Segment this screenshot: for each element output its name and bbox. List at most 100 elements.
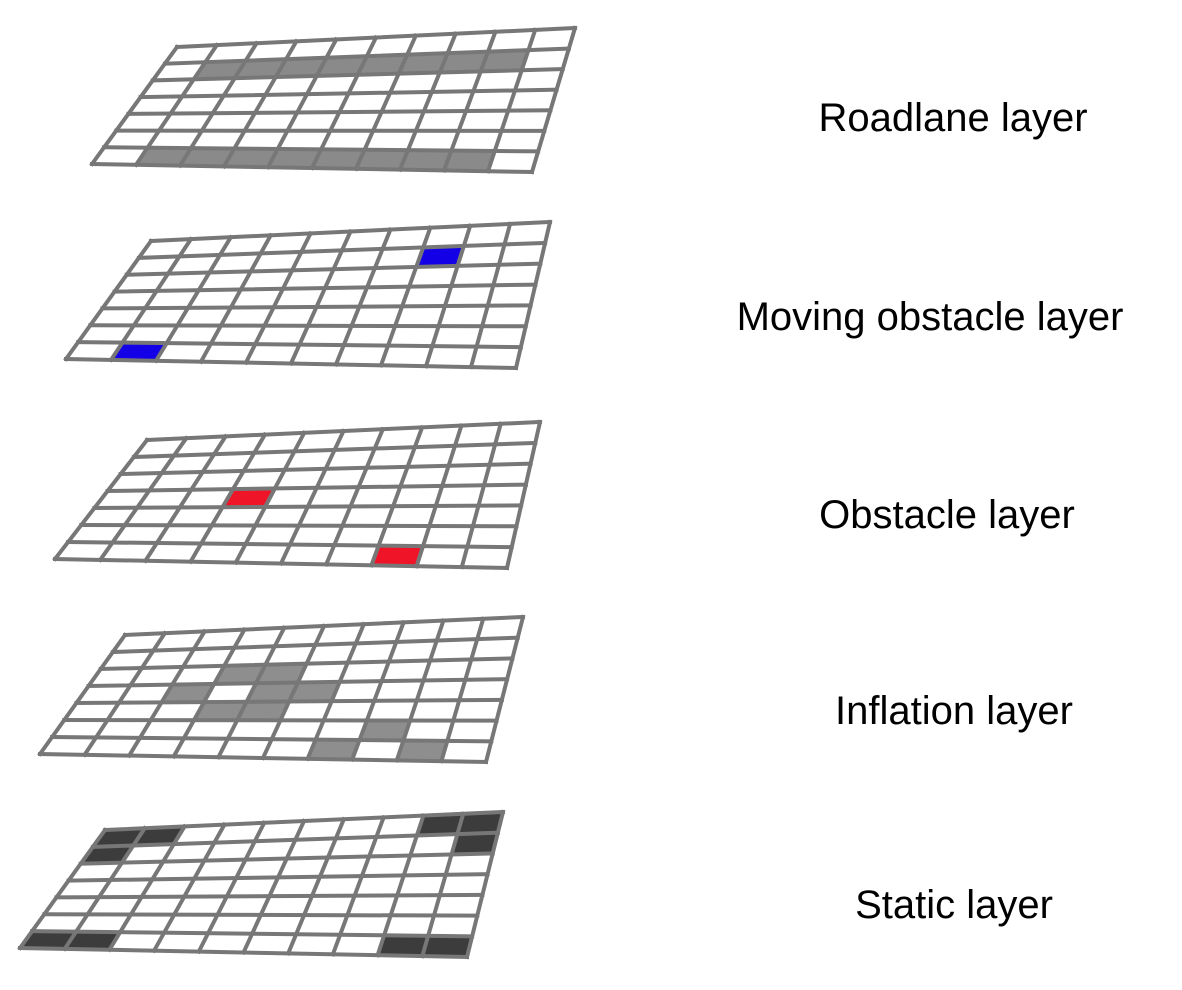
grid-column-line <box>278 428 347 567</box>
obstacle-filled-cell <box>222 488 275 508</box>
static-filled-cell <box>451 832 498 855</box>
inflation-grid <box>37 614 526 765</box>
grid-column-line <box>483 614 526 765</box>
roadlane-filled-cell <box>400 150 452 171</box>
static-filled-cell <box>133 826 185 846</box>
inflation-filled-cell <box>161 683 215 703</box>
obstacle-filled-cell <box>371 545 423 567</box>
grid-column-line <box>233 430 307 566</box>
grid-column-line <box>504 419 543 571</box>
grid-column-line <box>106 823 188 953</box>
roadlane-filled-cell <box>312 149 365 169</box>
roadlane-filled-cell <box>480 50 529 72</box>
grid-column-line <box>353 32 419 172</box>
grid-column-line <box>198 232 274 365</box>
grid-column-line <box>215 625 287 760</box>
grid-column-line <box>397 31 459 173</box>
grid-column-line <box>468 221 513 370</box>
inflation-filled-cell <box>194 701 247 721</box>
grid-column-line <box>419 811 466 959</box>
grid-column-line <box>513 219 553 371</box>
grid-column-line <box>464 809 506 960</box>
grid-column-line <box>81 630 168 758</box>
grid-column-line <box>89 44 180 167</box>
grid-column-line <box>108 236 194 363</box>
grid-column-line <box>459 421 504 570</box>
static-filled-cell <box>20 931 77 949</box>
obstacle-grid <box>52 419 543 571</box>
roadlane-filled-cell <box>234 59 287 79</box>
inflation-filled-cell <box>359 720 411 741</box>
grid-column-line <box>378 225 433 368</box>
grid-column-line <box>438 616 486 764</box>
inflation-filled-cell <box>214 664 266 684</box>
inflation-filled-cell <box>396 740 448 762</box>
static-filled-cell <box>64 931 121 950</box>
grid-column-line <box>37 632 128 757</box>
grid-column-line <box>368 424 425 568</box>
grid-column-line <box>97 435 190 563</box>
grid-column-line <box>187 431 268 565</box>
static-filled-cell <box>92 828 145 847</box>
roadlane-filled-cell <box>268 148 322 168</box>
grid-column-line <box>349 619 407 763</box>
static-grid <box>17 809 506 960</box>
inflation-filled-cell <box>307 739 360 760</box>
grid-column-line <box>265 36 339 170</box>
roadlane-filled-cell <box>193 60 246 80</box>
grid-column-line <box>52 437 150 562</box>
roadlane-filled-cell <box>444 150 495 172</box>
layer-static: Static layer <box>17 809 1053 960</box>
obstacle-layer-label: Obstacle layer <box>819 493 1075 537</box>
grid-column-line <box>288 228 354 367</box>
grid-column-line <box>240 818 307 956</box>
static-filled-cell <box>422 935 473 957</box>
layer-moving-obstacle: Moving obstacle layer <box>63 219 1123 371</box>
roadlane-grid <box>89 25 578 175</box>
inflation-filled-cell <box>246 682 298 702</box>
grid-column-line <box>304 621 367 762</box>
grid-column-line <box>17 827 108 951</box>
grid-column-line <box>285 816 347 957</box>
roadlane-filled-cell <box>275 57 327 77</box>
grid-plane <box>55 422 540 568</box>
grid-column-line <box>151 821 228 954</box>
moving-obstacle-filled-cell <box>416 245 464 267</box>
roadlane-filled-cell <box>356 149 408 170</box>
grid-column-line <box>196 820 267 955</box>
grid-column-line <box>126 628 208 759</box>
roadlane-filled-cell <box>180 148 235 167</box>
grid-column-line <box>330 814 387 957</box>
inflation-layer-label: Inflation layer <box>835 689 1073 733</box>
grid-column-line <box>414 423 464 569</box>
grid-column-line <box>171 626 248 760</box>
layer-roadlane: Roadlane layer <box>89 25 1088 175</box>
grid-column-line <box>243 230 314 366</box>
grid-column-line <box>333 226 394 368</box>
roadlane-layer-label: Roadlane layer <box>818 96 1087 140</box>
grid-column-line <box>260 623 327 761</box>
moving-obstacle-filled-cell <box>111 342 167 361</box>
inflation-filled-cell <box>289 681 340 702</box>
layer-obstacle: Obstacle layer <box>52 419 1075 571</box>
roadlane-filled-cell <box>136 147 191 166</box>
grid-column-line <box>394 618 446 763</box>
moving-obstacle-grid <box>63 219 553 371</box>
grid-column-line <box>153 234 234 364</box>
grid-column-line <box>423 223 473 369</box>
roadlane-filled-cell <box>357 54 408 75</box>
static-filled-cell <box>80 845 134 864</box>
layer-inflation: Inflation layer <box>37 614 1073 765</box>
static-filled-cell <box>416 813 464 836</box>
grid-column-line <box>221 38 300 170</box>
inflation-filled-cell <box>256 663 307 684</box>
static-layer-label: Static layer <box>855 883 1053 927</box>
grid-column-line <box>323 426 386 568</box>
roadlane-filled-cell <box>316 56 367 76</box>
grid-column-line <box>177 40 260 169</box>
grid-column-line <box>309 34 379 171</box>
static-filled-cell <box>457 812 503 835</box>
roadlane-filled-cell <box>224 148 278 168</box>
grid-column-line <box>375 813 426 958</box>
